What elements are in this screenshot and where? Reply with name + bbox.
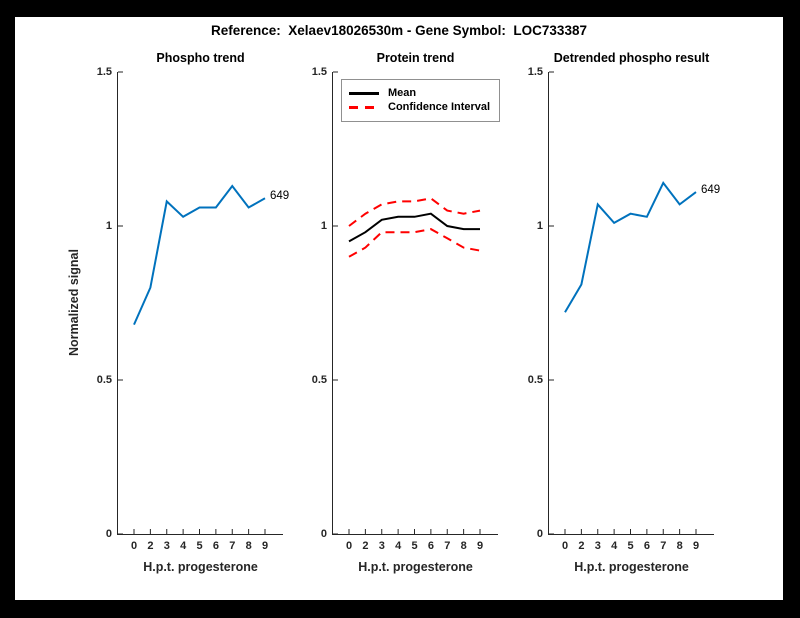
plot-area xyxy=(333,71,481,535)
x-tick-label: 5 xyxy=(196,540,203,552)
y-tick-label: 0 xyxy=(536,528,543,540)
series-line-confidence-interval-upper xyxy=(348,197,481,227)
x-tick-label: 9 xyxy=(261,540,269,552)
x-axis-label: H.p.t. progesterone xyxy=(358,560,473,574)
series-line-phospho-signal xyxy=(133,184,266,326)
legend-label: Mean xyxy=(388,87,417,99)
x-tick-label: 8 xyxy=(460,540,467,552)
x-tick-label: 6 xyxy=(427,540,434,552)
figure-title: Reference: Xelaev18026530m - Gene Symbol… xyxy=(211,23,587,38)
y-tick-label: 1.5 xyxy=(527,66,543,78)
x-tick-label: 5 xyxy=(627,540,634,552)
x-tick-label: 9 xyxy=(692,540,700,552)
plot-area xyxy=(549,71,697,535)
subplot-phospho-trend: Phospho trend Normalized signal H.p.t. p… xyxy=(67,51,289,574)
subplot-protein-trend: Protein trend H.p.t. progesterone Mean C… xyxy=(312,51,501,574)
series-end-label: 649 xyxy=(270,190,290,203)
subplot-title: Phospho trend xyxy=(156,51,245,65)
x-tick-label: 2 xyxy=(578,540,585,552)
x-tick-label: 3 xyxy=(163,540,170,552)
y-tick-label: 0 xyxy=(105,528,112,540)
y-tick-label: 0.5 xyxy=(311,374,327,386)
plot-area xyxy=(118,71,266,535)
x-tick-label: 4 xyxy=(180,540,187,552)
y-tick-label: 1 xyxy=(105,220,112,232)
x-tick-label: 0 xyxy=(345,540,353,552)
x-tick-label: 7 xyxy=(229,540,236,552)
subplot-title: Detrended phospho result xyxy=(553,51,710,65)
y-tick-label: 1 xyxy=(536,220,543,232)
legend-item-mean: Mean xyxy=(349,87,490,99)
x-tick-label: 4 xyxy=(395,540,402,552)
x-tick-label: 9 xyxy=(476,540,484,552)
x-tick-label: 6 xyxy=(212,540,219,552)
legend: Mean Confidence Interval xyxy=(341,79,501,122)
x-tick-label: 4 xyxy=(611,540,618,552)
x-tick-label: 7 xyxy=(660,540,667,552)
x-tick-label: 3 xyxy=(378,540,385,552)
series-line-mean xyxy=(348,212,480,243)
legend-label: Confidence Interval xyxy=(388,101,491,113)
x-tick-label: 5 xyxy=(411,540,418,552)
series-line-confidence-interval-lower xyxy=(348,228,481,258)
subplot-title: Protein trend xyxy=(376,51,455,65)
legend-dashed-line-icon xyxy=(349,105,379,109)
figure-canvas: Reference: Xelaev18026530m - Gene Symbol… xyxy=(15,17,783,600)
series-line-detrended-phospho-signal xyxy=(564,180,697,313)
x-tick-label: 6 xyxy=(643,540,650,552)
x-tick-label: 0 xyxy=(130,540,138,552)
y-tick-label: 1 xyxy=(320,220,327,232)
legend-mean-line-icon xyxy=(349,91,379,95)
y-tick-label: 0.5 xyxy=(527,374,543,386)
x-axis-label: H.p.t. progesterone xyxy=(574,560,689,574)
series-end-label: 649 xyxy=(701,184,721,197)
y-tick-label: 1.5 xyxy=(96,66,112,78)
x-tick-label: 2 xyxy=(147,540,154,552)
x-tick-label: 2 xyxy=(362,540,369,552)
y-axis-label: Normalized signal xyxy=(67,249,81,357)
legend-item-confidence-interval: Confidence Interval xyxy=(349,101,490,113)
x-axis-label: H.p.t. progesterone xyxy=(143,560,258,574)
x-tick-label: 7 xyxy=(444,540,451,552)
x-tick-label: 8 xyxy=(245,540,252,552)
y-tick-label: 1.5 xyxy=(311,66,327,78)
y-tick-label: 0 xyxy=(320,528,327,540)
subplot-detrended-phospho: Detrended phospho result H.p.t. progeste… xyxy=(528,51,720,574)
y-tick-label: 0.5 xyxy=(96,374,112,386)
x-tick-label: 3 xyxy=(594,540,601,552)
x-tick-label: 8 xyxy=(676,540,683,552)
x-tick-label: 0 xyxy=(561,540,569,552)
